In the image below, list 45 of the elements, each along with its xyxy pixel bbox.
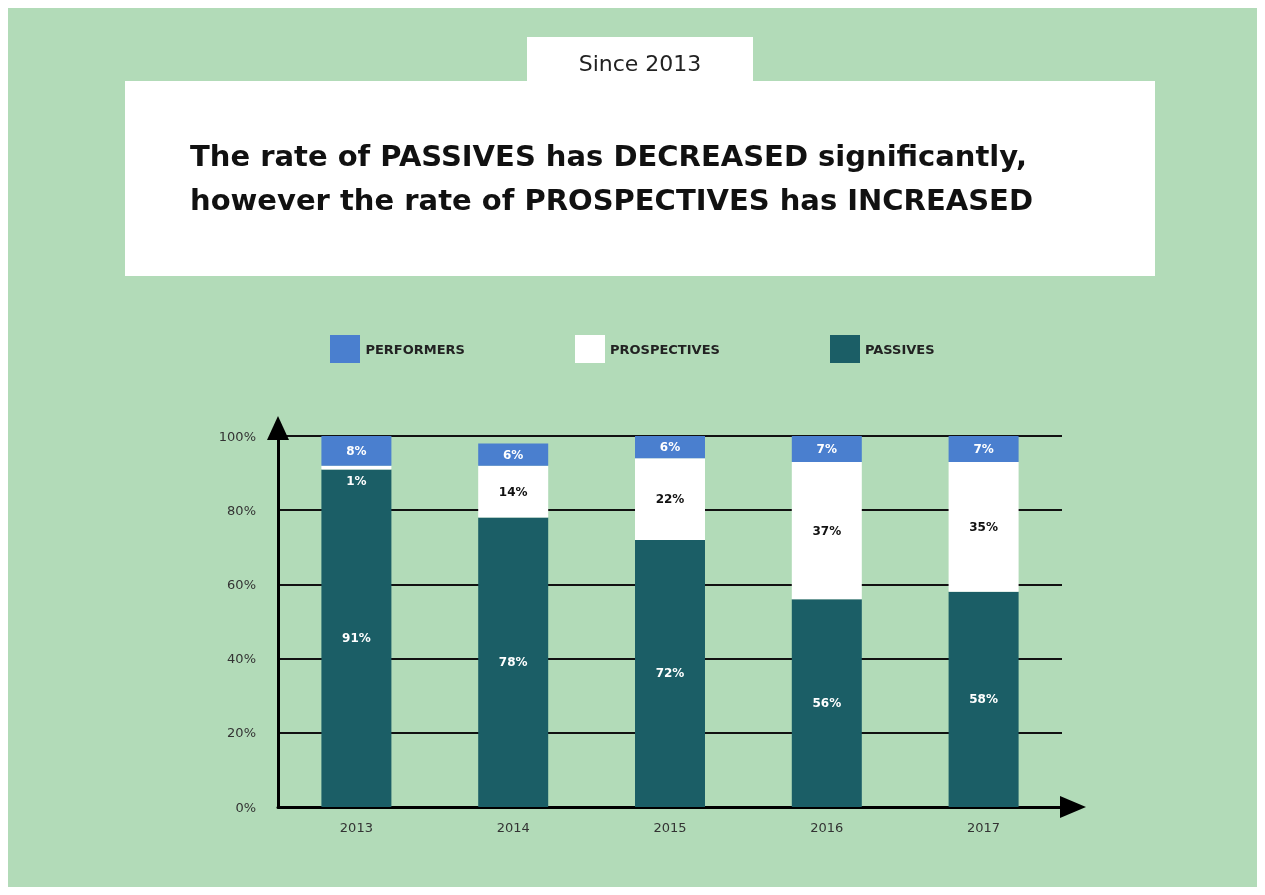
chart-title: The rate of PASSIVES has DECREASED significantly, however the rate of PROSPECTIVES has INCREASED	[190, 138, 1034, 219]
bar	[635, 539, 705, 807]
bar	[321, 436, 392, 466]
bar	[791, 461, 862, 600]
data-label: 91%	[342, 631, 371, 646]
bar	[478, 443, 549, 466]
data-label: 58%	[969, 692, 998, 707]
bar	[321, 469, 392, 807]
y-tick-label: 20%	[227, 725, 256, 741]
x-tick-label: 2015	[653, 820, 687, 835]
data-label: 56%	[812, 696, 842, 711]
bar	[948, 436, 1019, 462]
data-label: 7%	[973, 441, 994, 456]
y-tick-label: 40%	[227, 651, 256, 667]
bar	[478, 517, 549, 807]
data-label: 35%	[969, 519, 998, 534]
chart-subtitle: Since 2013	[527, 37, 753, 89]
y-tick-label: 80%	[227, 502, 256, 518]
y-tick-label: 0%	[235, 799, 256, 815]
data-label: 6%	[659, 440, 681, 455]
bar	[791, 599, 862, 807]
data-label: 14%	[498, 484, 528, 499]
data-label: 8%	[346, 443, 367, 458]
data-label: 72%	[655, 666, 685, 681]
bar	[791, 436, 862, 462]
y-tick-label: 100%	[218, 428, 256, 444]
legend-label: PERFORMERS	[365, 341, 465, 357]
bar	[478, 465, 549, 518]
data-label: 78%	[498, 655, 528, 670]
bar	[948, 461, 1019, 592]
bar	[635, 458, 705, 540]
data-label: 7%	[816, 441, 837, 456]
legend-label: PROSPECTIVES	[609, 341, 720, 357]
legend-label: PASSIVES	[864, 341, 935, 357]
x-tick-label: 2017	[967, 820, 1001, 835]
data-label: 1%	[346, 474, 367, 489]
x-tick-label: 2013	[339, 820, 373, 835]
bar	[948, 591, 1019, 807]
data-label: 37%	[812, 523, 842, 538]
data-label: 22%	[655, 492, 685, 507]
data-label: 6%	[503, 447, 524, 462]
bar	[635, 436, 705, 459]
x-tick-label: 2014	[496, 820, 530, 835]
x-tick-label: 2016	[810, 820, 844, 835]
y-tick-label: 60%	[227, 576, 256, 592]
